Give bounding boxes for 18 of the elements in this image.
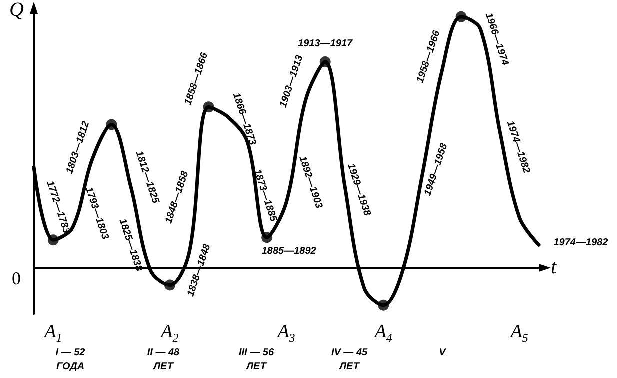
point: [48, 234, 59, 246]
text: IV — 45 ЛЕТ: [331, 348, 368, 372]
x-axis-title: t: [551, 256, 557, 279]
point: [378, 300, 390, 311]
point: [106, 119, 118, 130]
text: III — 56 ЛЕТ: [238, 348, 274, 372]
text: 1974—1982: [554, 238, 609, 249]
text: II — 48 ЛЕТ: [147, 348, 180, 372]
point: [164, 280, 176, 291]
text: I — 52 ГОДА: [56, 348, 86, 372]
point: [320, 56, 331, 68]
text: V: [439, 348, 448, 358]
point: [262, 232, 273, 244]
y-axis-title: Q: [10, 0, 25, 21]
annotation: 1885—1892: [262, 246, 317, 258]
text: 0: [12, 268, 21, 289]
point: [456, 11, 467, 22]
annotation: 1913—1917: [298, 38, 354, 50]
